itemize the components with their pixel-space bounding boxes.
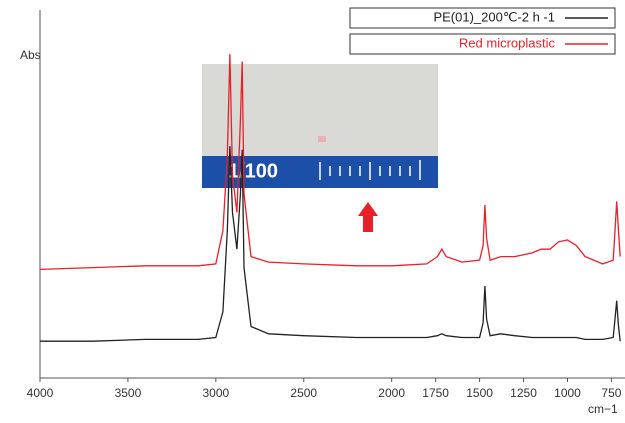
spectrum-line bbox=[39, 54, 621, 271]
x-tick-label: 1500 bbox=[466, 386, 493, 400]
x-tick-label: 3500 bbox=[115, 386, 142, 400]
x-tick-label: 1000 bbox=[554, 386, 581, 400]
legend-box bbox=[349, 7, 616, 29]
inset-photo: 1/100 bbox=[202, 64, 438, 188]
x-tick-label: 2000 bbox=[378, 386, 405, 400]
x-tick-label: 1250 bbox=[510, 386, 537, 400]
legend-label: PE(01)_200℃-2 h -1 bbox=[433, 9, 555, 24]
x-tick-label: 3000 bbox=[202, 386, 229, 400]
x-tick-label: 750 bbox=[601, 386, 621, 400]
x-axis-label: cm−1 bbox=[588, 402, 618, 416]
inset-label: 1/100 bbox=[228, 160, 278, 182]
x-tick-label: 2500 bbox=[290, 386, 317, 400]
legend-label: Red microplastic bbox=[459, 35, 556, 50]
legend-box bbox=[349, 33, 616, 55]
spectrum-line bbox=[40, 146, 621, 342]
arrow bbox=[358, 202, 378, 232]
y-axis-label: Abs bbox=[20, 48, 41, 62]
x-tick-label: 4000 bbox=[27, 386, 54, 400]
x-tick-label: 1750 bbox=[422, 386, 449, 400]
